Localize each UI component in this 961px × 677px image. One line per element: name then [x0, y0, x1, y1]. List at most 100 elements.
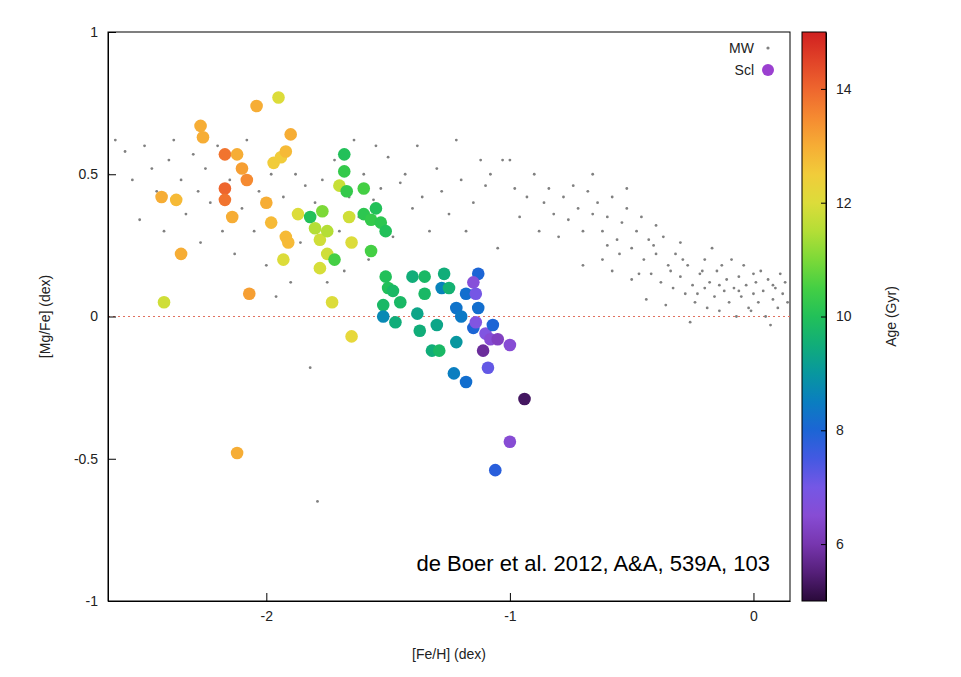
- mw-point: [455, 139, 458, 142]
- tick-mark: [108, 459, 116, 460]
- mw-point: [684, 292, 687, 295]
- mw-point: [752, 272, 755, 275]
- scl-point: [504, 435, 517, 448]
- mw-point: [591, 173, 594, 176]
- legend-label: MW: [729, 40, 755, 56]
- scl-point: [231, 148, 244, 161]
- mw-point: [304, 184, 307, 187]
- scl-point: [394, 296, 407, 309]
- mw-point: [781, 292, 784, 295]
- mw-point: [716, 270, 719, 273]
- scl-point: [491, 333, 504, 346]
- mw-point: [762, 289, 765, 292]
- mw-point: [650, 272, 653, 275]
- mw-point: [314, 201, 317, 204]
- scl-point: [175, 248, 188, 261]
- scl-point: [243, 287, 256, 300]
- mw-point: [769, 324, 772, 327]
- tick-label: 10: [836, 308, 852, 324]
- y-axis: -1-0.500.51: [74, 24, 116, 609]
- mw-point: [124, 150, 127, 153]
- mw-point: [591, 213, 594, 216]
- mw-point: [538, 230, 541, 233]
- mw-point: [562, 196, 565, 199]
- mw-point: [759, 270, 762, 273]
- scl-point: [431, 319, 444, 332]
- mw-point: [735, 315, 738, 318]
- mw-point: [638, 272, 641, 275]
- mw-point: [679, 275, 682, 278]
- mw-point: [672, 287, 675, 290]
- scl-point: [448, 367, 461, 380]
- mw-point: [703, 287, 706, 290]
- mw-point: [772, 284, 775, 287]
- mw-point: [241, 207, 244, 210]
- scl-point: [219, 148, 232, 161]
- mw-point: [338, 230, 341, 233]
- mw-point: [713, 295, 716, 298]
- mw-point: [572, 184, 575, 187]
- tick-label: 0: [750, 608, 758, 624]
- mw-point: [755, 281, 758, 284]
- tick-mark: [108, 601, 116, 602]
- scl-point: [487, 319, 500, 332]
- scl-point: [469, 287, 482, 300]
- mw-point: [718, 309, 721, 312]
- mw-point: [635, 230, 638, 233]
- scl-point: [438, 268, 451, 281]
- mw-point: [309, 366, 312, 369]
- mw-point: [660, 281, 663, 284]
- mw-point: [691, 284, 694, 287]
- tick: 0: [90, 308, 116, 324]
- mw-point: [479, 159, 482, 162]
- mw-point: [655, 224, 658, 227]
- tick: -2: [261, 593, 274, 624]
- mw-point: [616, 238, 619, 241]
- scl-point: [357, 182, 370, 195]
- mw-point: [747, 307, 750, 310]
- colorbar-title: Age (Gyr): [883, 286, 899, 347]
- mw-point: [577, 207, 580, 210]
- mw-point: [645, 298, 648, 301]
- scl-point: [155, 191, 168, 204]
- tick-label: 0.5: [79, 166, 99, 182]
- mw-point: [745, 284, 748, 287]
- mw-point: [233, 253, 236, 256]
- mw-point: [757, 301, 760, 304]
- mw-point: [596, 201, 599, 204]
- mw-point: [720, 264, 723, 267]
- tick-mark: [821, 430, 826, 431]
- mw-point: [484, 184, 487, 187]
- tick: -0.5: [74, 451, 116, 467]
- mw-point: [767, 278, 770, 281]
- tick-mark: [108, 32, 116, 33]
- mw-point: [294, 173, 297, 176]
- mw-point: [353, 139, 356, 142]
- mw-point: [387, 156, 390, 159]
- scl-point: [377, 299, 390, 312]
- scl-point: [343, 211, 356, 224]
- mw-point: [289, 281, 292, 284]
- mw-point: [489, 173, 492, 176]
- mw-point: [180, 179, 183, 182]
- scl-point: [272, 91, 285, 104]
- tick: 10: [821, 308, 852, 324]
- mw-point: [711, 247, 714, 250]
- plot-frame: [108, 32, 790, 601]
- scl-point: [231, 447, 244, 460]
- scl-point: [219, 182, 232, 195]
- scl-point: [387, 285, 400, 298]
- mw-point: [776, 307, 779, 310]
- mw-point: [728, 301, 731, 304]
- mw-point: [706, 307, 709, 310]
- mw-point: [253, 230, 256, 233]
- mw-point: [703, 258, 706, 261]
- scl-point: [477, 344, 490, 357]
- scl-point: [280, 145, 293, 158]
- plot-area: [108, 91, 790, 503]
- tick-label: 14: [836, 81, 852, 97]
- mw-point: [557, 235, 560, 238]
- axis-line: [109, 601, 791, 602]
- mw-point: [630, 278, 633, 281]
- mw-point: [343, 270, 346, 273]
